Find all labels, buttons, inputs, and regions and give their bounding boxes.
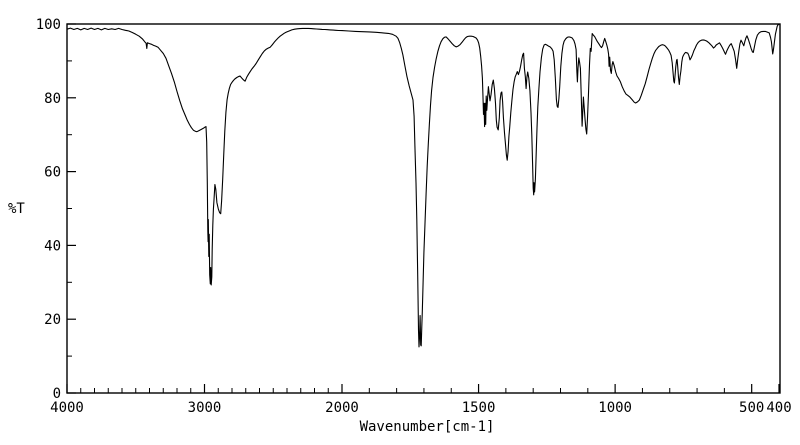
y-axis-tick-label: 20 xyxy=(44,312,61,328)
y-axis-tick-label: 60 xyxy=(44,165,61,181)
x-axis-ticks xyxy=(66,384,780,393)
x-axis-tick-label: 1000 xyxy=(598,400,632,416)
y-axis-tick-label: 0 xyxy=(53,386,61,402)
x-axis-tick-label: 400 xyxy=(766,400,791,416)
y-axis-tick-label: 100 xyxy=(36,17,61,33)
y-axis-tick-label: 80 xyxy=(44,91,61,107)
x-axis-tick-labels: 4000 3000 2000 1500 1000 500 400 xyxy=(50,400,792,416)
x-axis-tick-label: 3000 xyxy=(188,400,222,416)
x-axis-tick-label: 2000 xyxy=(325,400,359,416)
x-axis-title: Wavenumber[cm-1] xyxy=(360,419,495,435)
x-axis-tick-label: 1500 xyxy=(462,400,496,416)
y-axis-tick-label: 40 xyxy=(44,238,61,254)
x-axis-tick-label: 500 xyxy=(739,400,764,416)
spectrum-trace xyxy=(66,23,780,348)
x-axis-tick-label: 4000 xyxy=(50,400,84,416)
y-axis-title: %T xyxy=(8,201,25,217)
y-axis-ticks xyxy=(67,23,76,394)
y-axis-tick-labels: 100 80 60 40 20 0 xyxy=(36,17,61,402)
